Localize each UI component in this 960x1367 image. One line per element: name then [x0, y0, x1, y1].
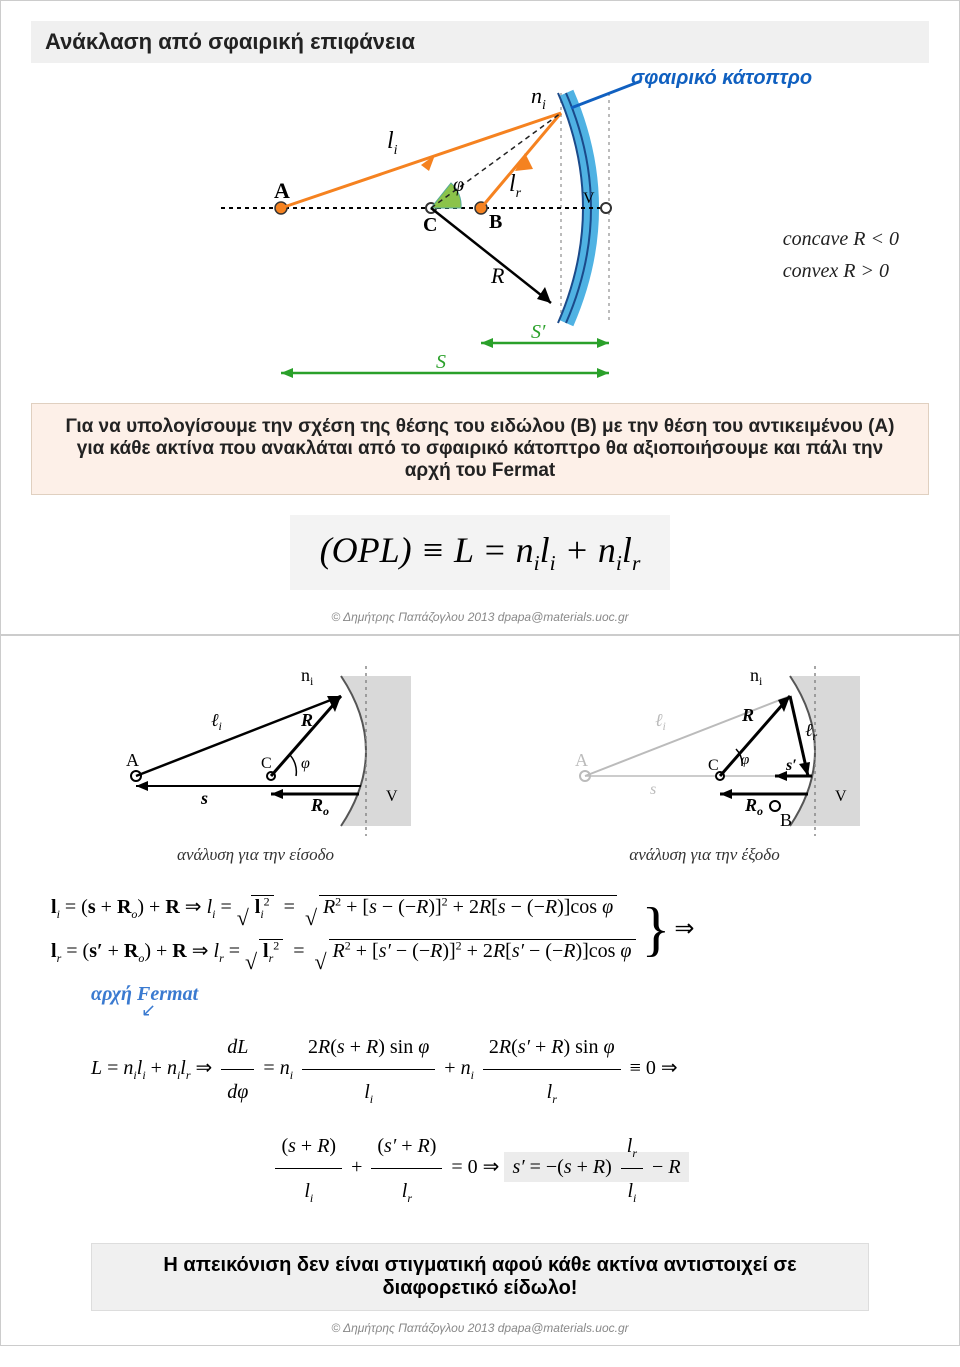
label-A: A [274, 178, 290, 203]
fermat-arrow-icon: ↙ [141, 1006, 929, 1015]
slide1-footer: © Δημήτρης Παπάζογλου 2013 dpapa@materia… [31, 610, 929, 624]
svg-text:C: C [708, 757, 719, 774]
conclusion-box: Η απεικόνιση δεν είναι στιγματική αφού κ… [91, 1243, 869, 1311]
eq-block-3: (s + R)li + (s′ + R)lr = 0 ⇒ s′ = −(s + … [51, 1124, 909, 1213]
eq-block-1: li = (s + Ro) + R ⇒ li = li2 = R2 + [s −… [51, 885, 909, 973]
slide-2: ni ℓi A C φ R Ro s V ανάλυση για την είσ… [0, 635, 960, 1346]
svg-text:s: s [200, 788, 208, 808]
fermat-label: αρχή Fermat [91, 983, 929, 1006]
convex-line: convex R > 0 [783, 255, 899, 287]
slide-1: Ανάκλαση από σφαιρική επιφάνεια [0, 0, 960, 635]
svg-text:Ro: Ro [744, 795, 763, 818]
svg-text:V: V [835, 788, 847, 805]
svg-text:ℓi: ℓi [211, 710, 222, 733]
svg-text:ni: ni [301, 666, 314, 688]
caption-input: ανάλυση για την είσοδο [101, 845, 411, 865]
label-B: B [489, 211, 502, 233]
svg-text:V: V [386, 788, 398, 805]
diagram-input: ni ℓi A C φ R Ro s V ανάλυση για την είσ… [101, 666, 411, 865]
svg-text:s′: s′ [785, 757, 797, 774]
opl-formula: (OPL) ≡ L = nili + nilr [290, 515, 671, 590]
label-C: C [423, 214, 437, 236]
svg-text:ℓi: ℓi [655, 710, 666, 733]
svg-text:R: R [741, 705, 754, 725]
concave-line: concave R < 0 [783, 223, 899, 255]
svg-text:φ: φ [301, 755, 310, 772]
svg-text:A: A [126, 750, 139, 770]
main-figure: A C B V φ li lr ni R S′ S σφαιρικό κάτοπ… [31, 73, 929, 393]
svg-text:φ: φ [741, 752, 749, 768]
svg-text:R: R [300, 710, 313, 730]
svg-text:ni: ni [750, 666, 763, 688]
eq-block-2: L = nili + nilr ⇒ dLdφ = ni 2R(s + R) si… [91, 1025, 909, 1114]
label-lr: lr [509, 171, 522, 201]
label-V: V [583, 190, 595, 207]
label-li: li [387, 128, 398, 158]
svg-text:s: s [650, 781, 656, 798]
label-phi: φ [453, 174, 464, 196]
sign-convention: concave R < 0 convex R > 0 [783, 223, 899, 287]
info-box: Για να υπολογίσουμε την σχέση της θέσης … [31, 403, 929, 495]
svg-text:B: B [780, 810, 792, 830]
label-R: R [490, 263, 505, 288]
diagram-output: ni ℓi A C φ R ℓr s′ Ro s B V ανάλυση για… [550, 666, 860, 865]
slide2-footer: © Δημήτρης Παπάζογλου 2013 dpapa@materia… [31, 1321, 929, 1335]
label-S: S [436, 351, 446, 373]
svg-text:C: C [261, 755, 272, 772]
label-Sp: S′ [531, 321, 546, 343]
svg-text:Ro: Ro [310, 795, 329, 818]
slide-title: Ανάκλαση από σφαιρική επιφάνεια [31, 21, 929, 63]
svg-text:A: A [575, 750, 588, 770]
mirror-label: σφαιρικό κάτοπτρο [631, 67, 812, 90]
label-ni: ni [531, 83, 546, 113]
caption-output: ανάλυση για την έξοδο [550, 845, 860, 865]
